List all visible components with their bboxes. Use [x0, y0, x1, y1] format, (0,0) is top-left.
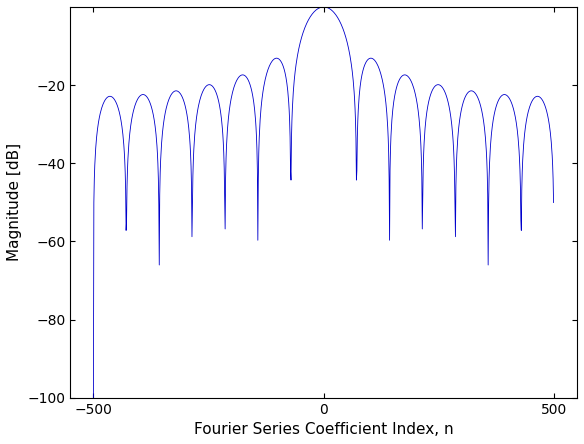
- Y-axis label: Magnitude [dB]: Magnitude [dB]: [7, 143, 22, 262]
- X-axis label: Fourier Series Coefficient Index, n: Fourier Series Coefficient Index, n: [194, 422, 454, 437]
